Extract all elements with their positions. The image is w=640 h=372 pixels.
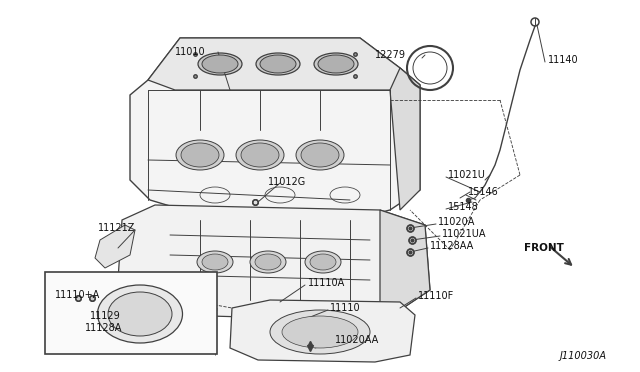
Text: 11128A: 11128A (85, 323, 122, 333)
Ellipse shape (310, 254, 336, 270)
Ellipse shape (255, 254, 281, 270)
Text: 11021U: 11021U (448, 170, 486, 180)
Ellipse shape (241, 143, 279, 167)
Text: 11012G: 11012G (268, 177, 307, 187)
Polygon shape (118, 205, 430, 318)
Ellipse shape (197, 251, 233, 273)
Polygon shape (390, 68, 420, 210)
Text: 11110A: 11110A (308, 278, 345, 288)
Ellipse shape (198, 53, 242, 75)
Ellipse shape (181, 143, 219, 167)
Text: 11110: 11110 (330, 303, 360, 313)
Ellipse shape (260, 55, 296, 73)
Text: 11021UA: 11021UA (442, 229, 486, 239)
Text: 12279: 12279 (375, 50, 406, 60)
Ellipse shape (250, 251, 286, 273)
Ellipse shape (176, 140, 224, 170)
Text: 11110+A: 11110+A (55, 290, 100, 300)
Ellipse shape (97, 285, 182, 343)
Text: 15146: 15146 (468, 187, 499, 197)
Text: 15148: 15148 (448, 202, 479, 212)
Text: 11140: 11140 (548, 55, 579, 65)
Ellipse shape (202, 254, 228, 270)
Ellipse shape (282, 316, 358, 348)
Ellipse shape (305, 251, 341, 273)
Ellipse shape (296, 140, 344, 170)
Text: 11020A: 11020A (438, 217, 476, 227)
Polygon shape (130, 38, 420, 225)
Ellipse shape (314, 53, 358, 75)
Text: FRONT: FRONT (524, 243, 564, 253)
Text: 11020AA: 11020AA (335, 335, 380, 345)
Ellipse shape (108, 292, 172, 336)
Ellipse shape (236, 140, 284, 170)
Ellipse shape (270, 310, 370, 354)
Ellipse shape (301, 143, 339, 167)
Text: 11121Z: 11121Z (98, 223, 136, 233)
Polygon shape (230, 300, 415, 362)
Text: 11129: 11129 (90, 311, 121, 321)
Polygon shape (95, 225, 135, 268)
Text: 11110F: 11110F (418, 291, 454, 301)
Polygon shape (148, 38, 420, 90)
Ellipse shape (202, 55, 238, 73)
Text: J110030A: J110030A (560, 351, 607, 361)
Text: 11128AA: 11128AA (430, 241, 474, 251)
Polygon shape (380, 210, 430, 310)
Ellipse shape (256, 53, 300, 75)
Text: 11010: 11010 (175, 47, 205, 57)
Ellipse shape (318, 55, 354, 73)
Bar (45, 272, 217, 354)
